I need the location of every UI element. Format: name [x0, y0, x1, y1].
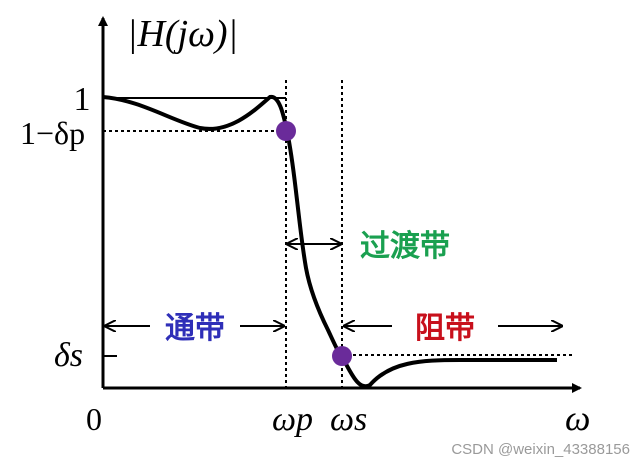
- level-one-label: 1: [74, 81, 91, 118]
- omega-axis-label: ω: [565, 398, 590, 438]
- y-axis-label: |H(jω)|: [127, 13, 238, 55]
- stopband-edge-marker: [332, 346, 352, 366]
- magnitude-response-curve: [102, 95, 557, 389]
- passband-edge-marker: [276, 121, 296, 141]
- csdn-watermark: CSDN @weixin_43388156: [451, 441, 630, 458]
- stopband-label: 阻带: [415, 311, 475, 346]
- origin-label: 0: [86, 401, 102, 437]
- level-one-minus-delta-p-label: 1−δp: [20, 115, 85, 151]
- delta-s-label: δs: [54, 337, 83, 374]
- transition-band-label: 过渡带: [360, 229, 450, 264]
- omega-s-label: ωs: [330, 401, 367, 438]
- passband-label: 通带: [165, 311, 225, 346]
- omega-p-label: ωp: [272, 401, 313, 438]
